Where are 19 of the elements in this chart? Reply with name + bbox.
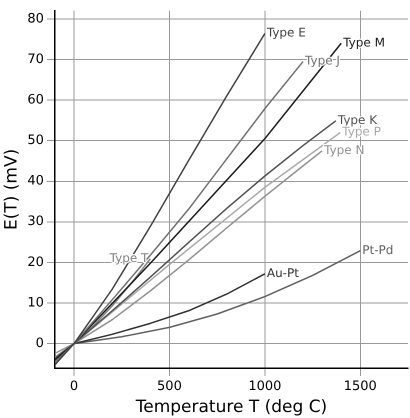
y-tick-label: 80 xyxy=(27,11,44,26)
series-label: Type E xyxy=(266,26,306,40)
x-axis-title: Temperature T (deg C) xyxy=(134,397,328,418)
y-tick-label: 10 xyxy=(27,295,44,310)
y-tick-label: 30 xyxy=(27,214,44,230)
x-tick-label: 0 xyxy=(70,379,78,394)
y-tick-label: 70 xyxy=(27,52,44,67)
series-label: Pt-Pd xyxy=(362,242,394,257)
x-tick-label: 1000 xyxy=(248,379,282,394)
y-tick-label: 50 xyxy=(27,133,44,148)
y-tick-label: 0 xyxy=(36,336,44,352)
x-tick-label: 1500 xyxy=(344,379,377,394)
series-label: Type M xyxy=(342,35,385,50)
y-tick-label: 40 xyxy=(27,174,44,189)
y-axis-title: E(T) (mV) xyxy=(2,148,22,230)
x-tick-label: 500 xyxy=(157,379,182,394)
y-tick-label: 20 xyxy=(27,254,44,270)
y-tick-label: 60 xyxy=(27,92,44,108)
series-label: Au-Pt xyxy=(266,266,300,280)
